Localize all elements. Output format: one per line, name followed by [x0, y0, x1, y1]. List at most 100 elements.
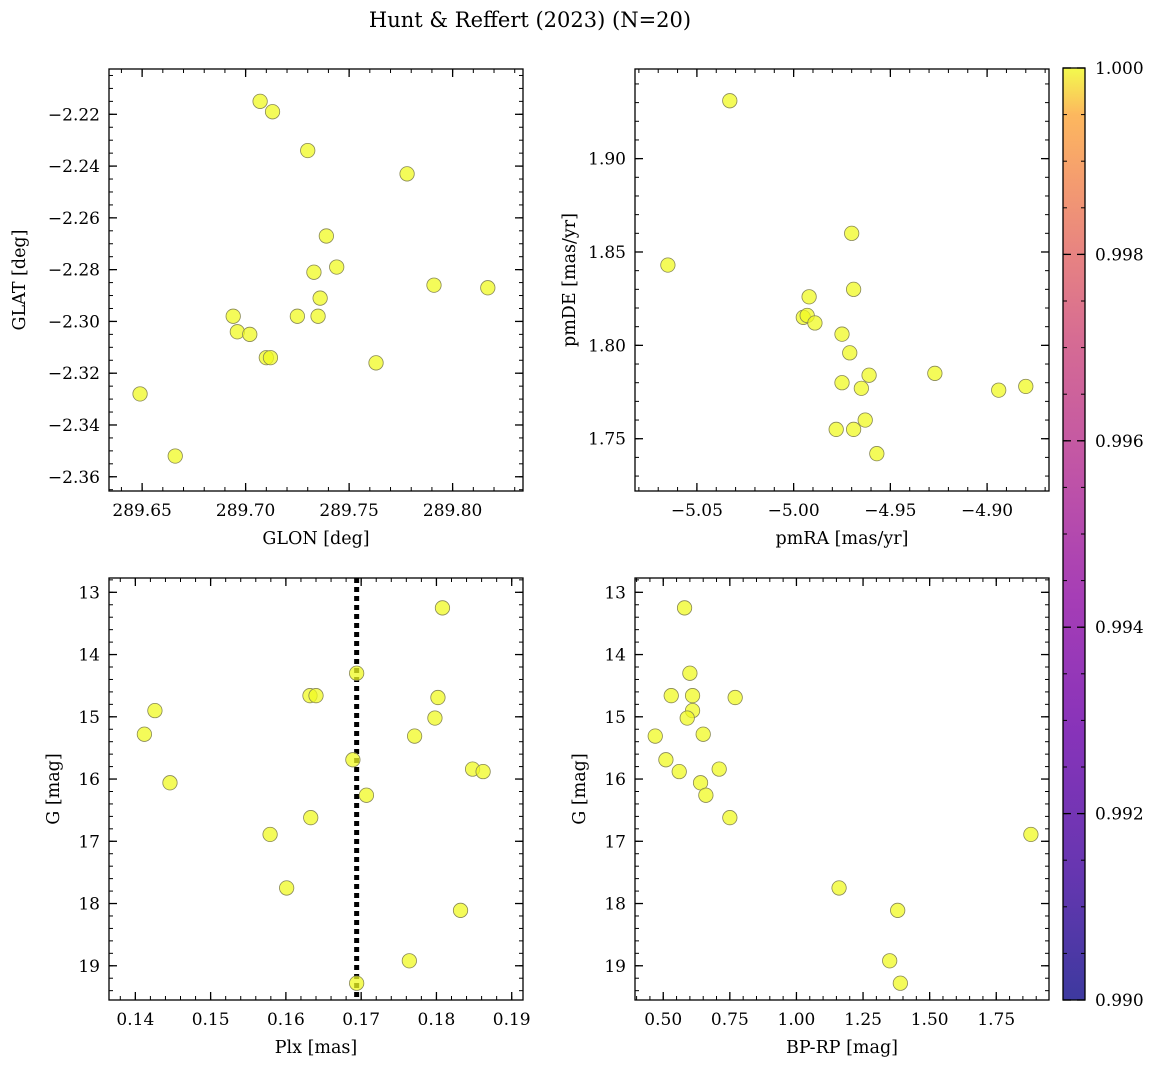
y-tick-label: 14 [78, 646, 100, 666]
y-axis-label: pmDE [mas/yr] [560, 213, 580, 347]
scatter-point [698, 787, 714, 803]
y-tick-label: 18 [78, 895, 100, 915]
scatter-point [480, 280, 496, 296]
scatter-point [349, 665, 365, 681]
scatter-point [242, 326, 258, 342]
x-tick-label: 0.18 [418, 1010, 456, 1030]
scatter-point [660, 257, 676, 273]
scatter-point [711, 761, 727, 777]
x-tick-label: 0.17 [342, 1010, 380, 1030]
scatter-point [679, 710, 695, 726]
y-tick-label: −2.32 [48, 364, 100, 384]
scatter-point [229, 324, 245, 340]
scatter-point [252, 93, 268, 109]
scatter-point [844, 225, 860, 241]
scatter-point [853, 380, 869, 396]
y-tick-label: −2.30 [48, 312, 100, 332]
scatter-point [869, 446, 885, 462]
x-tick-label: 289.70 [216, 501, 275, 521]
scatter-point [407, 728, 423, 744]
scatter-point [828, 421, 844, 437]
scatter-point [695, 726, 711, 742]
x-tick-label: 289.75 [319, 501, 378, 521]
y-tick-label: 19 [604, 957, 626, 977]
scatter-point [264, 104, 281, 120]
panel-pm: −5.05 −5.00 −4.95 −4.90 1.75 1.80 1.85 1.90 pmRA… [560, 68, 1050, 549]
scatter-point [857, 412, 873, 428]
scatter-point [890, 902, 906, 918]
axes-frame [634, 68, 1050, 492]
scatter-point [132, 386, 148, 402]
scatter-point [262, 350, 279, 366]
y-axis-label: GLAT [deg] [10, 230, 30, 331]
scatter-points [136, 600, 491, 991]
axes-frame [634, 577, 1050, 1001]
y-tick-label: 1.75 [588, 430, 626, 450]
x-tick-label: 289.80 [423, 501, 482, 521]
scatter-point [162, 775, 178, 791]
scatter-point [345, 752, 361, 768]
x-tick-label: −5.00 [768, 501, 820, 521]
y-tick-label: 1.80 [588, 336, 626, 356]
scatter-point [1023, 826, 1039, 843]
scatter-point [846, 281, 862, 297]
scatter-point [358, 787, 375, 803]
colorbar-tick-label: 0.996 [1095, 432, 1144, 452]
panel-cmd: 0.50 0.75 1.00 1.25 1.50 1.75 13 14 15 16 17 18 19 BP… [570, 577, 1050, 1058]
panel-plx_g: 0.14 0.15 0.16 0.17 0.18 0.19 13 14 15 16 17 18 19 Pl… [44, 577, 531, 1058]
y-tick-label: 15 [604, 708, 626, 728]
y-tick-label: 16 [78, 770, 100, 790]
scatter-points [647, 600, 1039, 991]
scatter-point [136, 726, 152, 742]
scatter-point [831, 880, 847, 896]
minor-ticks [109, 578, 523, 1000]
y-tick-label: 14 [604, 646, 626, 666]
scatter-point [807, 315, 823, 331]
scatter-point [682, 665, 698, 681]
y-tick-label: −2.36 [48, 468, 100, 488]
scatter-point [842, 345, 858, 361]
y-tick-label: 1.90 [588, 150, 626, 170]
scatter-point [834, 326, 850, 342]
scatter-point [927, 365, 943, 381]
x-tick-label: −5.05 [671, 501, 723, 521]
scatter-points [660, 93, 1034, 462]
scatter-point [312, 290, 328, 306]
minor-ticks [109, 69, 523, 491]
scatter-point [308, 688, 324, 704]
scatter-point [349, 975, 365, 991]
scatter-point [430, 689, 446, 706]
y-tick-label: 17 [78, 832, 100, 852]
x-axis-label: BP-RP [mag] [786, 1038, 898, 1058]
y-tick-label: 16 [604, 770, 626, 790]
scatter-point [727, 689, 743, 706]
figure-title: Hunt & Reffert (2023) (N=20) [369, 8, 691, 32]
scatter-point [262, 826, 278, 843]
x-tick-label: 0.15 [192, 1010, 230, 1030]
scatter-point [306, 264, 322, 280]
scatter-point [300, 142, 316, 159]
x-tick-label: 1.25 [844, 1010, 882, 1030]
x-tick-label: 1.00 [778, 1010, 816, 1030]
scatter-point [882, 953, 898, 969]
y-tick-label: 13 [78, 583, 100, 603]
scatter-point [892, 975, 908, 991]
scatter-points [132, 93, 496, 464]
scatter-point [434, 600, 451, 616]
x-axis-label: GLON [deg] [262, 529, 369, 549]
x-tick-label: −4.95 [864, 501, 916, 521]
colorbar-tick-label: 0.990 [1095, 991, 1144, 1011]
scatter-point [289, 308, 305, 324]
scatter-point [475, 763, 491, 780]
x-tick-label: 0.19 [493, 1010, 531, 1030]
y-tick-label: 1.85 [588, 243, 626, 263]
scatter-point [722, 810, 738, 826]
colorbar-tick-label: 0.998 [1095, 245, 1144, 265]
scatter-point [861, 367, 877, 383]
axes-frame [108, 68, 524, 492]
y-tick-label: 13 [604, 583, 626, 603]
scatter-point [318, 228, 334, 244]
scatter-point [676, 600, 693, 616]
scatter-point [303, 810, 319, 826]
